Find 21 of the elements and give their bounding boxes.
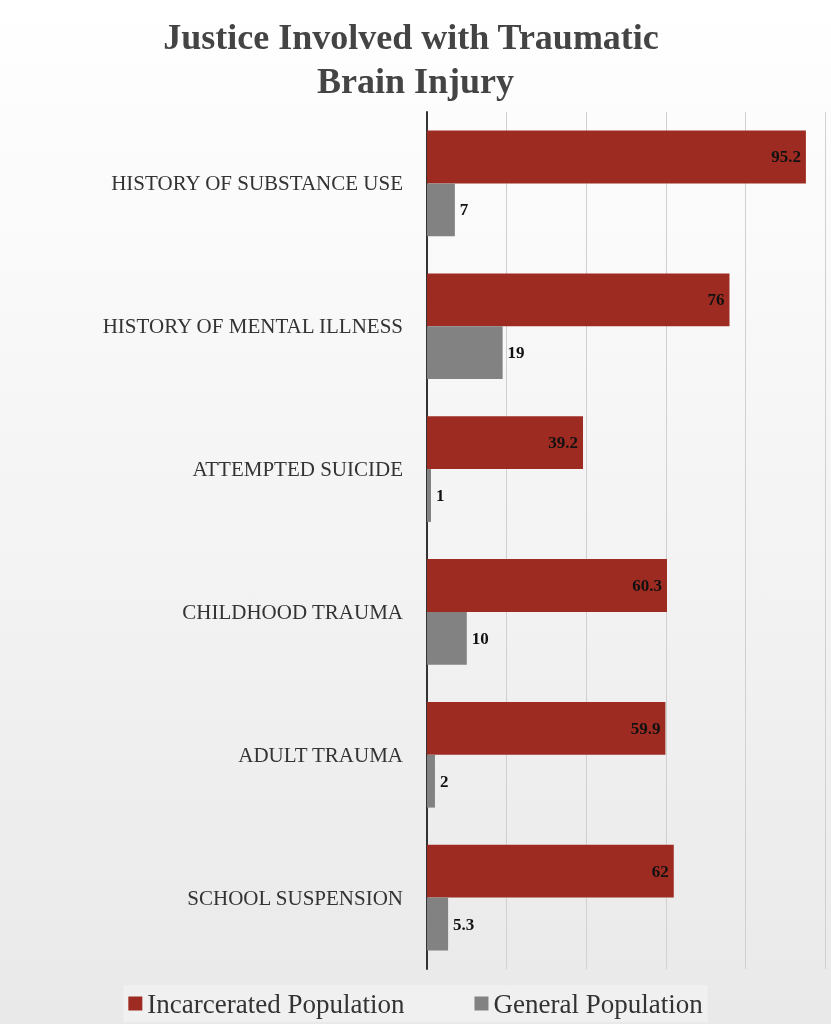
legend-label: Incarcerated Population: [147, 988, 405, 1019]
data-label: 95.2: [771, 147, 801, 167]
chart-title: Justice Involved with Traumatic Brain Injury: [163, 17, 668, 101]
data-label: 5.3: [453, 914, 475, 934]
data-label: 19: [507, 343, 525, 363]
data-label: 60.3: [632, 575, 662, 595]
data-label: 1: [435, 486, 445, 506]
legend-label: General Population: [493, 988, 704, 1019]
y-tick-label: CHILDHOOD TRAUMA: [182, 599, 404, 624]
y-tick-label: ADULT TRAUMA: [238, 742, 404, 767]
data-label: 39.2: [548, 433, 579, 453]
y-tick-label: HISTORY OF SUBSTANCE USE: [111, 171, 403, 196]
data-label: 2: [439, 771, 449, 791]
data-label: 62: [651, 861, 669, 881]
y-tick-label: HISTORY OF MENTAL ILLNESS: [102, 314, 403, 339]
data-label: 76: [707, 290, 725, 310]
data-label: 59.9: [630, 718, 661, 738]
y-tick-label: ATTEMPTED SUICIDE: [192, 457, 403, 482]
data-label: 10: [471, 628, 489, 648]
y-tick-label: SCHOOL SUSPENSION: [187, 885, 403, 910]
data-label: 7: [459, 200, 469, 220]
